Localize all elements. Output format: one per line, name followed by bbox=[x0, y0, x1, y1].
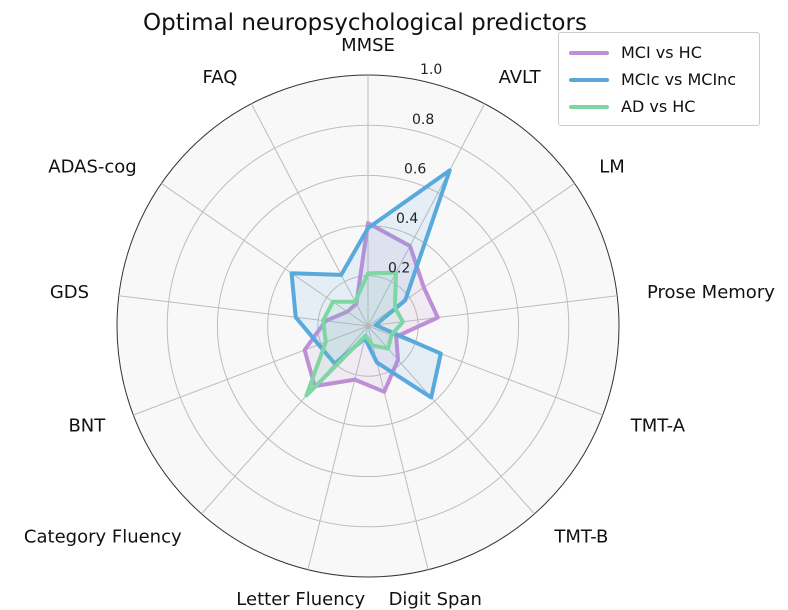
radial-tick-label: 0.2 bbox=[388, 260, 410, 276]
axis-label: ADAS-cog bbox=[48, 156, 136, 177]
radial-tick-label: 0.4 bbox=[396, 211, 418, 227]
legend-item-ad-vs-hc: AD vs HC bbox=[569, 93, 759, 120]
series-line-0 bbox=[302, 221, 440, 394]
axis-label: AVLT bbox=[499, 67, 542, 88]
grid-spoke bbox=[367, 325, 535, 515]
axis-label: Letter Fluency bbox=[236, 589, 365, 610]
axis-label: TMT-B bbox=[553, 526, 608, 547]
axis-label: TMT-A bbox=[630, 416, 686, 437]
axis-label: FAQ bbox=[203, 67, 238, 88]
series-area-0 bbox=[304, 223, 438, 392]
axis-label: LM bbox=[599, 156, 625, 177]
axis-label: Category Fluency bbox=[24, 526, 182, 547]
radial-tick-label: 0.6 bbox=[404, 161, 426, 177]
axis-label: GDS bbox=[50, 282, 89, 303]
series-area-2 bbox=[306, 272, 403, 396]
legend-label: MCIc vs MCInc bbox=[621, 70, 737, 89]
legend: MCI vs HC MCIc vs MCInc AD vs HC bbox=[558, 32, 760, 126]
axis-label: Digit Span bbox=[389, 589, 482, 610]
axis-label: Prose Memory bbox=[647, 282, 775, 303]
legend-swatch bbox=[569, 104, 609, 109]
series-line-1 bbox=[289, 168, 452, 400]
grid-spoke bbox=[367, 325, 429, 570]
legend-item-mci-vs-hc: MCI vs HC bbox=[569, 39, 759, 66]
grid-spoke bbox=[367, 103, 486, 327]
grid-spoke bbox=[367, 295, 618, 327]
legend-label: MCI vs HC bbox=[621, 43, 702, 62]
legend-item-mcic-vs-mcinc: MCIc vs MCInc bbox=[569, 66, 759, 93]
series-layer bbox=[289, 168, 452, 400]
legend-swatch bbox=[569, 77, 609, 82]
axis-labels: MMSE AVLT LM Prose Memory TMT-A TMT-B Digit Sp… bbox=[24, 35, 775, 610]
legend-swatch bbox=[569, 50, 609, 55]
axis-label: MMSE bbox=[341, 35, 395, 56]
legend-label: AD vs HC bbox=[621, 97, 696, 116]
radial-tick-label: 0.8 bbox=[412, 112, 434, 128]
grid-spoke bbox=[133, 325, 369, 416]
grid-spoke bbox=[307, 325, 369, 570]
axis-label: BNT bbox=[68, 416, 106, 437]
series-line-2 bbox=[304, 270, 405, 398]
chart-title: Optimal neuropsychological predictors bbox=[143, 10, 587, 36]
grid-spoke bbox=[250, 103, 369, 327]
radial-tick-label: 1.0 bbox=[420, 62, 442, 78]
radial-tick-labels: 0.2 0.4 0.6 0.8 1.0 bbox=[388, 62, 442, 276]
